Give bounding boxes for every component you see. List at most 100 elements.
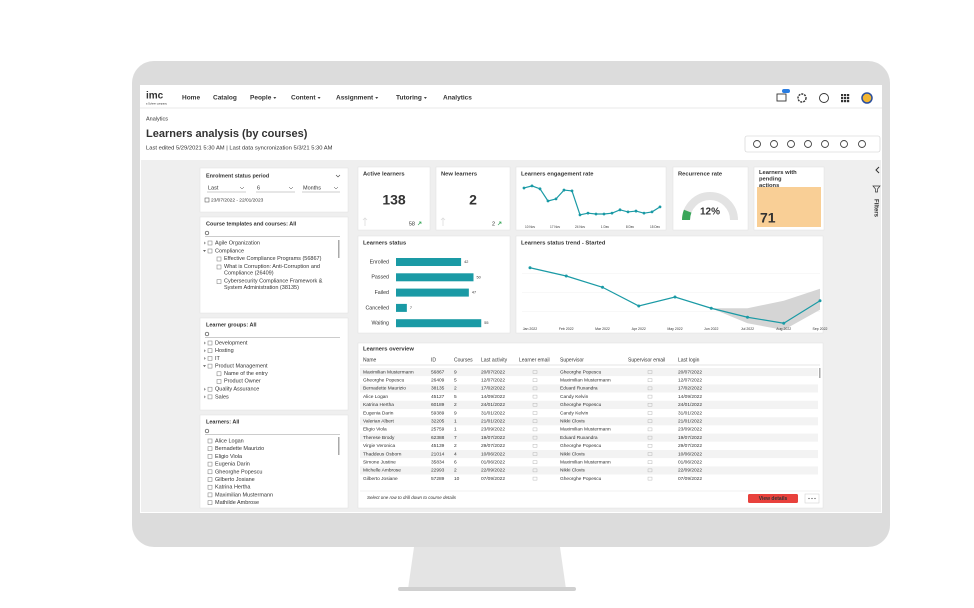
expand-arrow[interactable] <box>203 250 206 252</box>
checkbox[interactable] <box>207 340 213 346</box>
table-row[interactable] <box>360 474 818 483</box>
nav-item[interactable]: People <box>250 95 272 102</box>
tree-item[interactable]: Product Management <box>215 364 268 370</box>
tree-item[interactable]: Development <box>215 340 248 346</box>
email-icon[interactable] <box>532 460 538 464</box>
checkbox[interactable] <box>207 461 213 467</box>
toolbar-button[interactable] <box>858 140 866 148</box>
email-icon[interactable] <box>532 370 538 374</box>
table-row[interactable] <box>360 441 818 450</box>
table-row[interactable] <box>360 376 818 385</box>
email-icon[interactable] <box>647 452 653 456</box>
email-icon[interactable] <box>532 452 538 456</box>
tree-child[interactable]: Effective Compliance Programs (56867) <box>224 256 322 262</box>
email-icon[interactable] <box>532 476 538 481</box>
nav-item[interactable]: Tutoring <box>396 95 422 102</box>
button-label[interactable]: View details <box>759 496 788 502</box>
email-icon[interactable] <box>532 419 538 423</box>
apps-icon[interactable] <box>844 97 847 100</box>
email-icon[interactable] <box>532 403 538 407</box>
email-icon[interactable] <box>532 411 538 415</box>
checkbox[interactable] <box>207 438 213 444</box>
nav-item[interactable]: Home <box>182 95 200 102</box>
expand-arrow[interactable] <box>203 365 206 368</box>
email-icon[interactable] <box>532 435 538 440</box>
table-row[interactable] <box>360 450 818 459</box>
email-icon[interactable] <box>532 394 538 399</box>
nav-item[interactable]: Content <box>291 95 316 102</box>
chevron[interactable] <box>335 174 341 178</box>
checkbox[interactable] <box>207 386 213 392</box>
apps-icon[interactable] <box>844 100 847 103</box>
settings-icon[interactable] <box>797 93 807 103</box>
expand-arrow[interactable] <box>204 387 206 391</box>
expand-arrow[interactable] <box>204 395 206 399</box>
globe-icon[interactable] <box>819 93 829 103</box>
email-icon[interactable] <box>647 394 653 399</box>
collapse-chevron[interactable] <box>875 166 880 174</box>
email-icon[interactable] <box>647 411 653 415</box>
apps-icon[interactable] <box>841 97 844 100</box>
toolbar-button[interactable] <box>753 140 761 148</box>
email-icon[interactable] <box>647 460 653 464</box>
email-icon[interactable] <box>647 427 653 432</box>
table-row[interactable] <box>360 466 818 475</box>
table-row[interactable] <box>360 425 818 434</box>
table-row[interactable] <box>360 417 818 426</box>
expand-arrow[interactable] <box>204 241 206 245</box>
view-details-button[interactable] <box>748 494 798 503</box>
toolbar-button[interactable] <box>821 140 829 148</box>
email-icon[interactable] <box>647 403 653 407</box>
checkbox[interactable] <box>216 279 222 284</box>
apps-icon[interactable] <box>847 100 850 103</box>
nav-item[interactable]: Analytics <box>443 95 472 102</box>
filter-icon[interactable] <box>872 185 881 193</box>
checkbox[interactable] <box>207 500 213 505</box>
apps-icon[interactable] <box>847 97 850 100</box>
dropdown-value[interactable]: Months <box>303 185 321 191</box>
email-icon[interactable] <box>647 386 653 391</box>
apps-icon[interactable] <box>847 94 850 97</box>
learner-item[interactable]: Gilberto Josiane <box>215 477 255 483</box>
tree-item[interactable]: Compliance <box>215 248 244 254</box>
email-icon[interactable] <box>647 468 653 473</box>
checkbox[interactable] <box>216 371 222 377</box>
email-icon[interactable] <box>647 435 653 440</box>
toolbar-button[interactable] <box>840 140 848 148</box>
tree-child[interactable]: What is Corruption: Anti-Corruption and … <box>224 264 322 277</box>
checkbox[interactable] <box>216 379 222 384</box>
learner-item[interactable]: Mathilde Ambrose <box>215 500 259 506</box>
tree-item[interactable]: IT <box>215 356 221 362</box>
tree-item[interactable]: Sales <box>215 394 229 400</box>
email-icon[interactable] <box>532 427 538 432</box>
email-icon[interactable] <box>647 370 653 374</box>
email-icon[interactable] <box>532 468 538 473</box>
expand-arrow[interactable] <box>204 356 206 360</box>
toolbar-button[interactable] <box>787 140 795 148</box>
table-row[interactable] <box>360 368 818 377</box>
learner-item[interactable]: Eugenia Darin <box>215 462 250 468</box>
email-icon[interactable] <box>647 378 653 382</box>
email-icon[interactable] <box>647 419 653 423</box>
checkbox[interactable] <box>216 264 222 270</box>
tree-child[interactable]: Name of the entry <box>224 371 268 377</box>
checkbox[interactable] <box>207 484 213 490</box>
checkbox[interactable] <box>207 348 213 353</box>
checkbox[interactable] <box>207 469 213 475</box>
learner-item[interactable]: Maximilian Mustermann <box>215 492 273 498</box>
toolbar-button[interactable] <box>804 140 812 148</box>
checkbox[interactable] <box>207 363 213 369</box>
tree-child[interactable]: Cybersecurity Compliance Framework & Sys… <box>224 279 324 292</box>
expand-arrow[interactable] <box>204 341 206 345</box>
filters-label[interactable]: Filters <box>872 199 878 218</box>
checkbox[interactable] <box>207 248 213 254</box>
checkbox[interactable] <box>216 256 222 262</box>
dropdown-value[interactable]: Last <box>208 185 219 191</box>
apps-icon[interactable] <box>841 100 844 103</box>
table-row[interactable] <box>360 400 818 409</box>
nav-item[interactable]: Assignment <box>336 95 374 102</box>
email-icon[interactable] <box>532 378 538 382</box>
tree-item[interactable]: Agile Organization <box>215 240 260 246</box>
table-row[interactable] <box>360 433 818 442</box>
apps-icon[interactable] <box>841 94 844 97</box>
